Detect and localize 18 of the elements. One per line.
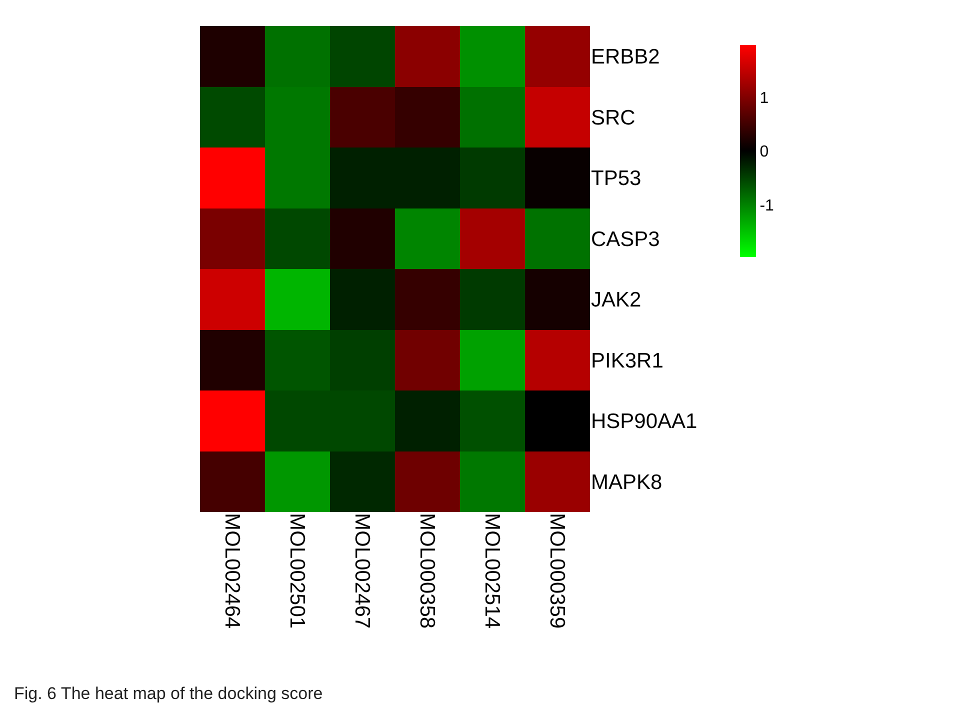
x-tick-label: MOL000359 xyxy=(546,513,569,629)
y-tick-label: PIK3R1 xyxy=(591,349,664,372)
color-bar-label: 1 xyxy=(760,90,769,107)
x-tick-label: MOL000358 xyxy=(416,513,439,629)
y-tick-label: JAK2 xyxy=(591,288,642,312)
x-tick-label: MOL002464 xyxy=(220,513,244,629)
y-tick-label: TP53 xyxy=(591,167,642,190)
x-tick-label: MOL002514 xyxy=(480,513,504,629)
y-tick-label: SRC xyxy=(591,106,636,130)
y-tick-label: MAPK8 xyxy=(591,470,662,494)
y-tick-label: HSP90AA1 xyxy=(591,410,698,434)
caption: Fig. 6 The heat map of the docking score xyxy=(14,684,323,703)
x-tick-label: MOL002501 xyxy=(286,513,309,629)
color-bar-label: -1 xyxy=(760,197,774,214)
y-tick-label: ERBB2 xyxy=(591,46,660,69)
x-tick-label: MOL002467 xyxy=(350,513,374,629)
y-tick-label: CASP3 xyxy=(591,228,660,251)
color-bar-label: 0 xyxy=(760,144,769,161)
